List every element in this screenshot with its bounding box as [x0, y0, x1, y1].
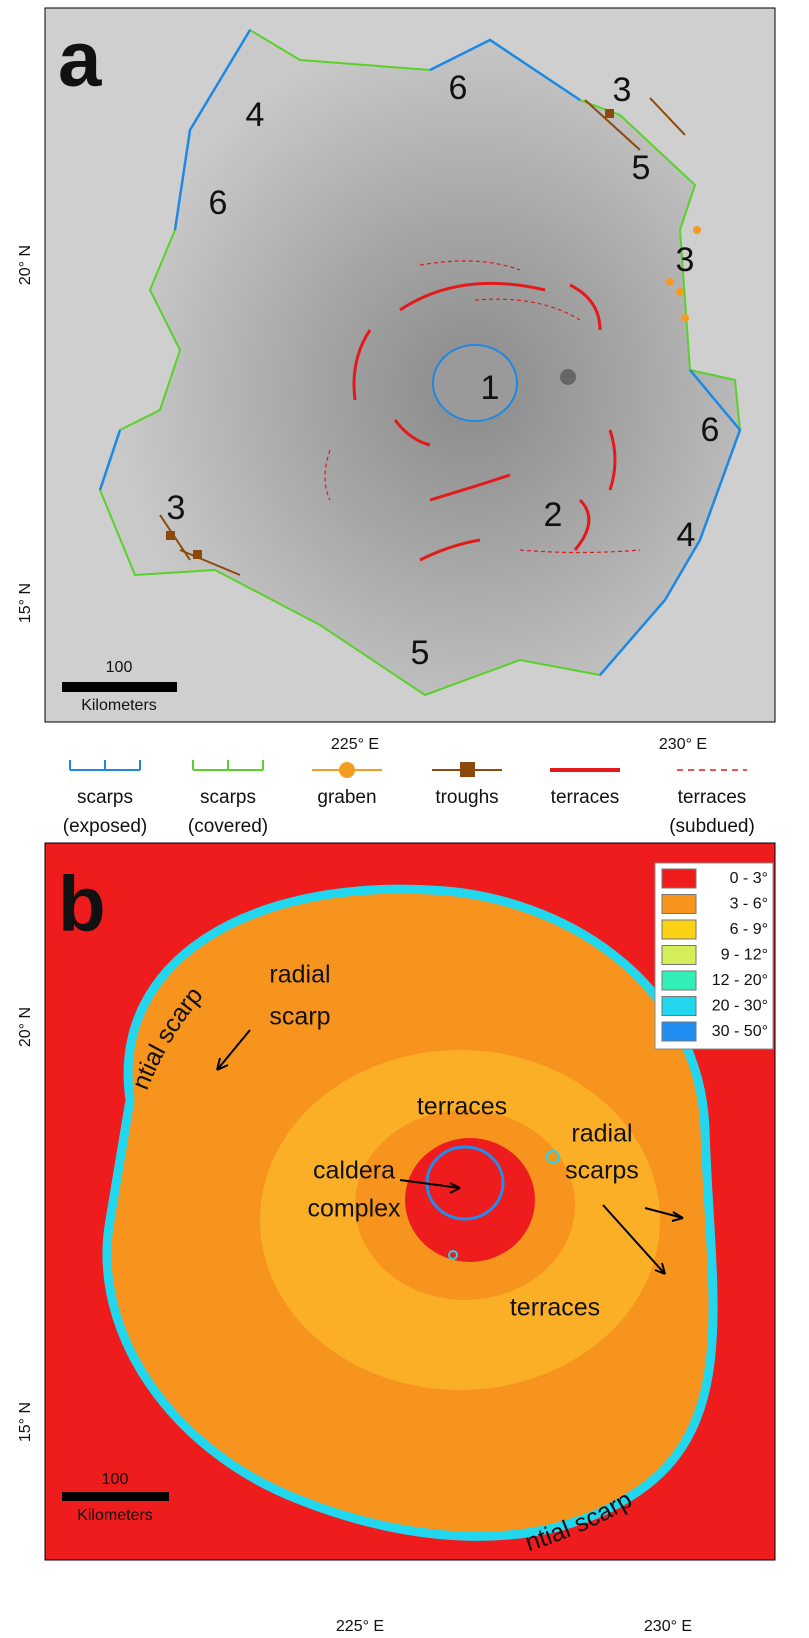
legend-swatch [662, 946, 696, 965]
unit-label: 6 [209, 184, 228, 222]
annotation: terraces [510, 1294, 600, 1322]
lon-label: 225° E [336, 1618, 384, 1635]
lat-label: 20° N [17, 245, 34, 285]
legend-label: 0 - 3° [730, 870, 768, 887]
legend-label: 9 - 12° [721, 947, 768, 964]
annotation: scarp [269, 1003, 330, 1031]
panel-label: a [58, 15, 102, 103]
scale-unit: Kilometers [77, 1507, 153, 1524]
unit-label: 4 [677, 516, 696, 554]
caldera [427, 1147, 503, 1219]
legend-label: graben [317, 787, 376, 808]
lat-label: 15° N [17, 1402, 34, 1442]
caldera [433, 345, 517, 421]
unit-label: 3 [613, 71, 632, 109]
legend-label: scarps [200, 787, 256, 808]
lon-label: 225° E [331, 736, 379, 753]
unit-label: 3 [167, 489, 186, 527]
annotation: radial [269, 961, 330, 989]
legend-label: 3 - 6° [730, 896, 768, 913]
annotation: caldera [313, 1157, 395, 1185]
legend-label: (covered) [188, 816, 268, 837]
unit-label: 5 [411, 634, 430, 672]
legend-symbol [312, 762, 382, 778]
scale-value: 100 [102, 1471, 129, 1488]
legend-a: scarps (exposed) scarps (covered) graben… [63, 760, 755, 837]
legend-swatch [662, 971, 696, 990]
legend-label: terraces [551, 787, 620, 808]
unit-label: 5 [632, 149, 651, 187]
legend-swatch [662, 869, 696, 888]
scale-bar [62, 1492, 169, 1501]
lat-label: 20° N [17, 1007, 34, 1047]
legend-label: 20 - 30° [712, 998, 768, 1015]
annotation: terraces [417, 1093, 507, 1121]
lat-label: 15° N [17, 583, 34, 623]
legend-symbol [70, 760, 140, 770]
legend-label: scarps [77, 787, 133, 808]
figure: a 1 2 3 3 3 4 4 5 5 6 6 6 100 Kilometers… [0, 0, 809, 1638]
annotation: complex [307, 1195, 401, 1223]
lon-label: 230° E [659, 736, 707, 753]
legend-swatch [662, 997, 696, 1016]
unit-label: 3 [676, 241, 695, 279]
annotation: radial [571, 1120, 632, 1148]
lon-label: 230° E [644, 1618, 692, 1635]
scale-unit: Kilometers [81, 697, 157, 714]
legend-label: 30 - 50° [712, 1023, 768, 1040]
legend-label: (exposed) [63, 816, 148, 837]
scale-value: 100 [106, 659, 133, 676]
panel-label: b [58, 860, 106, 948]
unit-label: 1 [481, 369, 500, 407]
legend-label: 6 - 9° [730, 921, 768, 938]
legend-swatch [662, 895, 696, 914]
unit-label: 4 [246, 96, 265, 134]
panel-a: a 1 2 3 3 3 4 4 5 5 6 6 6 100 Kilometers… [17, 8, 775, 753]
scale-bar [62, 682, 177, 692]
unit-label: 2 [544, 496, 563, 534]
legend-symbol [193, 760, 263, 770]
legend-label: terraces [678, 787, 747, 808]
legend-symbol [432, 762, 502, 777]
legend-swatch [662, 1022, 696, 1041]
legend-label: 12 - 20° [712, 972, 768, 989]
annotation: scarps [565, 1157, 639, 1185]
slope-legend: 0 - 3° 3 - 6° 6 - 9° 9 - 12° 12 - 20° 20 - 30… [655, 863, 773, 1049]
unit-label: 6 [449, 69, 468, 107]
unit-label: 6 [701, 411, 720, 449]
crater [560, 369, 576, 385]
legend-label: troughs [435, 787, 498, 808]
legend-label: (subdued) [669, 816, 755, 837]
legend-swatch [662, 920, 696, 939]
